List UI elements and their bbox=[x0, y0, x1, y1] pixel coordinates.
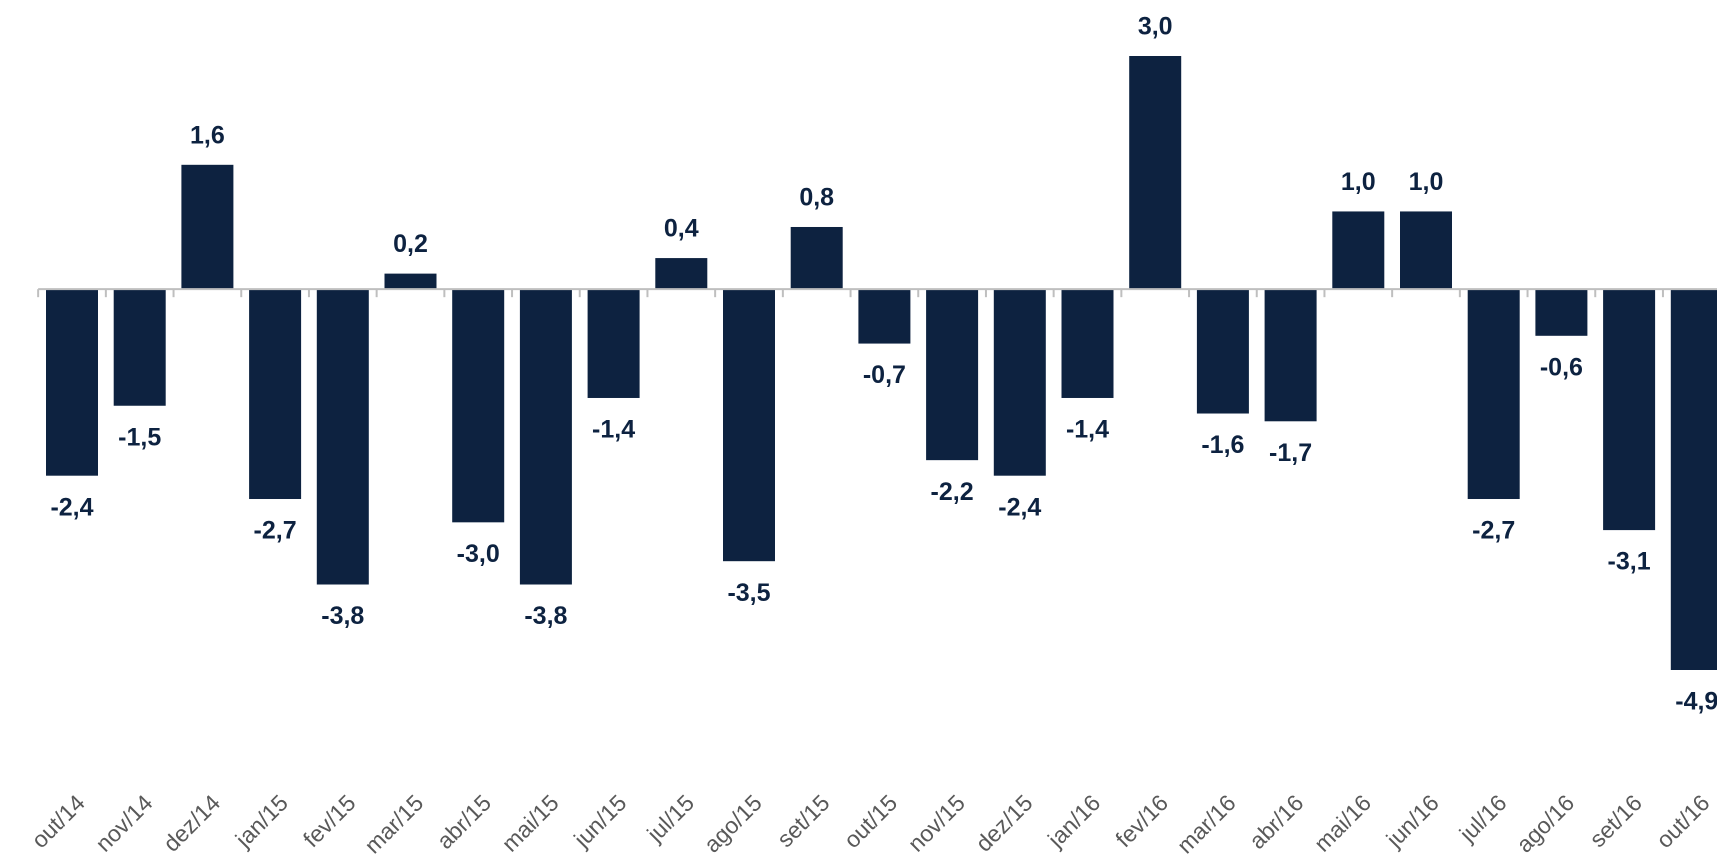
value-label: -2,4 bbox=[50, 493, 93, 521]
bar bbox=[655, 258, 708, 290]
value-label: -4,9 bbox=[1675, 688, 1717, 716]
x-tick-label: out/16 bbox=[1651, 789, 1715, 853]
x-tick-label: jan/15 bbox=[230, 789, 293, 852]
value-label: 1,0 bbox=[1409, 168, 1444, 196]
bar bbox=[858, 289, 911, 344]
bar bbox=[723, 289, 775, 562]
bar bbox=[249, 289, 302, 500]
bar bbox=[790, 226, 843, 290]
x-tick-label: fev/16 bbox=[1110, 789, 1173, 852]
value-label: -0,7 bbox=[863, 361, 906, 389]
bar bbox=[1196, 289, 1249, 414]
x-tick-label: abr/16 bbox=[1244, 789, 1309, 854]
bar bbox=[384, 273, 437, 290]
value-label: 0,4 bbox=[664, 215, 699, 243]
x-tick-label: mai/16 bbox=[1309, 789, 1376, 856]
value-label: 3,0 bbox=[1138, 13, 1173, 41]
value-label: -1,4 bbox=[1066, 416, 1109, 444]
value-label: -3,8 bbox=[321, 602, 364, 630]
value-label: -3,5 bbox=[727, 579, 770, 607]
x-tick-label: jul/16 bbox=[1454, 789, 1512, 847]
bar bbox=[926, 289, 979, 461]
bar bbox=[181, 164, 234, 290]
bar bbox=[113, 289, 166, 406]
bar bbox=[1400, 211, 1452, 290]
value-label: -2,2 bbox=[931, 478, 974, 506]
bar bbox=[519, 289, 572, 585]
value-label: -1,4 bbox=[592, 416, 635, 444]
bar bbox=[1467, 289, 1520, 500]
x-tick-label: ago/15 bbox=[699, 789, 767, 857]
value-label: -1,5 bbox=[118, 423, 161, 451]
x-tick-label: mar/15 bbox=[359, 789, 428, 857]
value-label: -2,4 bbox=[998, 493, 1041, 521]
value-label: -3,8 bbox=[524, 602, 567, 630]
x-tick-label: jun/16 bbox=[1380, 789, 1443, 852]
value-label: -3,1 bbox=[1608, 548, 1651, 576]
x-tick-label: jun/15 bbox=[568, 789, 631, 852]
x-tick-label: nov/14 bbox=[90, 789, 157, 856]
x-tick-label: out/14 bbox=[26, 789, 90, 853]
bar bbox=[1670, 289, 1717, 670]
x-tick-label: fev/15 bbox=[298, 789, 361, 852]
x-tick-label: set/16 bbox=[1584, 789, 1647, 852]
value-label: 0,2 bbox=[393, 230, 428, 258]
bar bbox=[1535, 289, 1588, 336]
bar bbox=[1264, 289, 1317, 422]
value-label: -3,0 bbox=[457, 540, 500, 568]
bar bbox=[1332, 211, 1385, 290]
bar bbox=[1603, 289, 1656, 531]
x-tick-label: abr/15 bbox=[432, 789, 497, 854]
x-tick-label: mai/15 bbox=[497, 789, 564, 856]
x-tick-label: mar/16 bbox=[1172, 789, 1241, 857]
value-label: 0,8 bbox=[799, 184, 834, 212]
x-tick-label: dez/15 bbox=[970, 789, 1037, 856]
value-label: 1,6 bbox=[190, 121, 225, 149]
bar bbox=[452, 289, 505, 523]
x-tick-label: jan/16 bbox=[1042, 789, 1105, 852]
value-label: -0,6 bbox=[1540, 353, 1583, 381]
x-tick-label: out/15 bbox=[839, 789, 903, 853]
bar bbox=[1061, 289, 1114, 398]
bar bbox=[587, 289, 640, 398]
value-label: -1,6 bbox=[1201, 431, 1244, 459]
x-tick-label: nov/15 bbox=[903, 789, 970, 856]
x-tick-label: ago/16 bbox=[1511, 789, 1579, 857]
bar bbox=[993, 289, 1046, 476]
value-label: 1,0 bbox=[1341, 168, 1376, 196]
bar bbox=[1129, 56, 1182, 290]
x-tick-label: jul/15 bbox=[641, 789, 699, 847]
x-tick-label: dez/14 bbox=[158, 789, 225, 856]
value-label: -2,7 bbox=[254, 517, 297, 545]
bar bbox=[316, 289, 369, 585]
value-label: -1,7 bbox=[1269, 439, 1312, 467]
bar bbox=[46, 289, 98, 476]
value-label: -2,7 bbox=[1472, 517, 1515, 545]
x-tick-label: set/15 bbox=[772, 789, 835, 852]
